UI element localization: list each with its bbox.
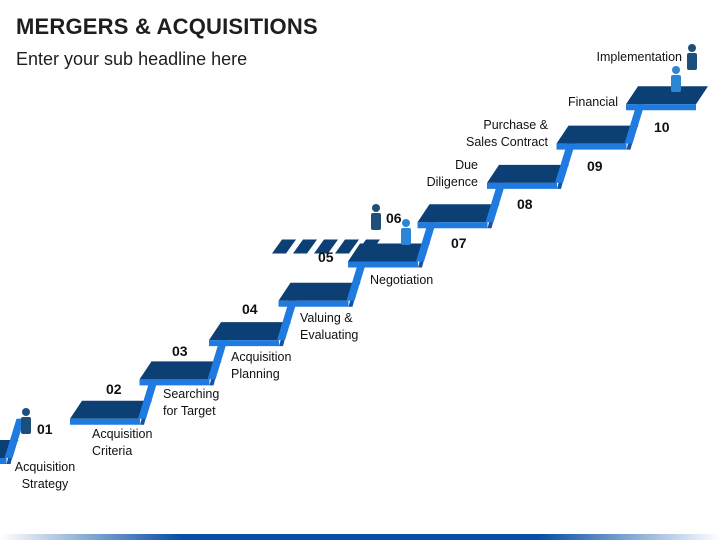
slide-title: MERGERS & ACQUISITIONS bbox=[16, 14, 318, 39]
step-04-label: Acquisition Planning bbox=[231, 350, 292, 381]
step-07-tread-front bbox=[417, 222, 488, 229]
step-05-tread-top bbox=[278, 282, 361, 301]
side-ledge bbox=[272, 239, 380, 254]
step-08-number: 08 bbox=[517, 196, 533, 212]
step-02-number: 02 bbox=[106, 381, 122, 397]
step-10-number: 10 bbox=[654, 119, 670, 135]
step-05-number: 05 bbox=[318, 249, 334, 265]
step-09-tread-front bbox=[556, 143, 627, 150]
person-icon bbox=[21, 408, 31, 434]
footer-bar bbox=[0, 534, 720, 540]
step-01-number: 01 bbox=[37, 421, 53, 437]
step-01-label: Acquisition Strategy bbox=[14, 460, 76, 491]
step-07-tread-top bbox=[417, 204, 500, 223]
step-06-tread-front bbox=[348, 261, 418, 268]
person-icons bbox=[21, 44, 697, 434]
step-02-tread-front bbox=[70, 418, 140, 425]
step-10-tread-front bbox=[626, 104, 696, 111]
step-07-label: Due Diligence bbox=[426, 158, 478, 189]
step-03-label: Searching for Target bbox=[163, 387, 220, 418]
step-07-riser-face bbox=[485, 182, 506, 223]
step-04-riser-face bbox=[277, 300, 297, 341]
step-08-tread-top bbox=[487, 164, 569, 183]
step-08-tread-front bbox=[487, 182, 557, 189]
step-02-label: Acquisition Criteria bbox=[92, 427, 153, 458]
ledge-segment bbox=[293, 239, 317, 254]
step-03-tread-front bbox=[139, 379, 210, 386]
step-09-riser-face bbox=[624, 104, 645, 144]
ledge-segment bbox=[335, 239, 359, 254]
step-06-label: Negotiation bbox=[370, 273, 434, 287]
slide-subtitle: Enter your sub headline here bbox=[16, 49, 248, 69]
step-01-riser-face bbox=[4, 418, 25, 458]
person-icon bbox=[671, 66, 681, 92]
step-10-tread-top bbox=[626, 86, 708, 105]
step-03-riser-face bbox=[207, 340, 228, 380]
step-08-riser-face bbox=[555, 143, 575, 183]
ledge-segment bbox=[314, 239, 338, 254]
step-06-riser-face bbox=[416, 222, 436, 262]
step-06-number: 06 bbox=[386, 210, 402, 226]
step-10-label: Implementation bbox=[596, 50, 682, 64]
step-03-number: 03 bbox=[172, 343, 188, 359]
step-02-riser-face bbox=[138, 379, 158, 419]
person-icon bbox=[371, 204, 381, 230]
ledge-segment bbox=[272, 239, 296, 254]
step-07-number: 07 bbox=[451, 235, 467, 251]
step-08-label: Purchase & Sales Contract bbox=[466, 118, 548, 149]
step-04-tread-top bbox=[209, 322, 291, 341]
step-09-tread-top bbox=[556, 125, 639, 144]
person-icon bbox=[401, 219, 411, 245]
step-04-number: 04 bbox=[242, 301, 258, 317]
step-02-tread-top bbox=[70, 400, 152, 419]
step-09-number: 09 bbox=[587, 158, 603, 174]
step-03-tread-top bbox=[139, 361, 222, 380]
step-05-label: Valuing & Evaluating bbox=[300, 311, 359, 342]
step-05-riser-face bbox=[346, 261, 367, 301]
step-01-tread-front bbox=[0, 458, 7, 464]
ledge-segment bbox=[356, 239, 380, 254]
step-09-label: Financial bbox=[567, 95, 618, 109]
step-04-tread-front bbox=[209, 340, 279, 347]
stair-steps bbox=[0, 86, 708, 464]
step-05-tread-front bbox=[278, 300, 349, 307]
person-icon bbox=[687, 44, 697, 70]
